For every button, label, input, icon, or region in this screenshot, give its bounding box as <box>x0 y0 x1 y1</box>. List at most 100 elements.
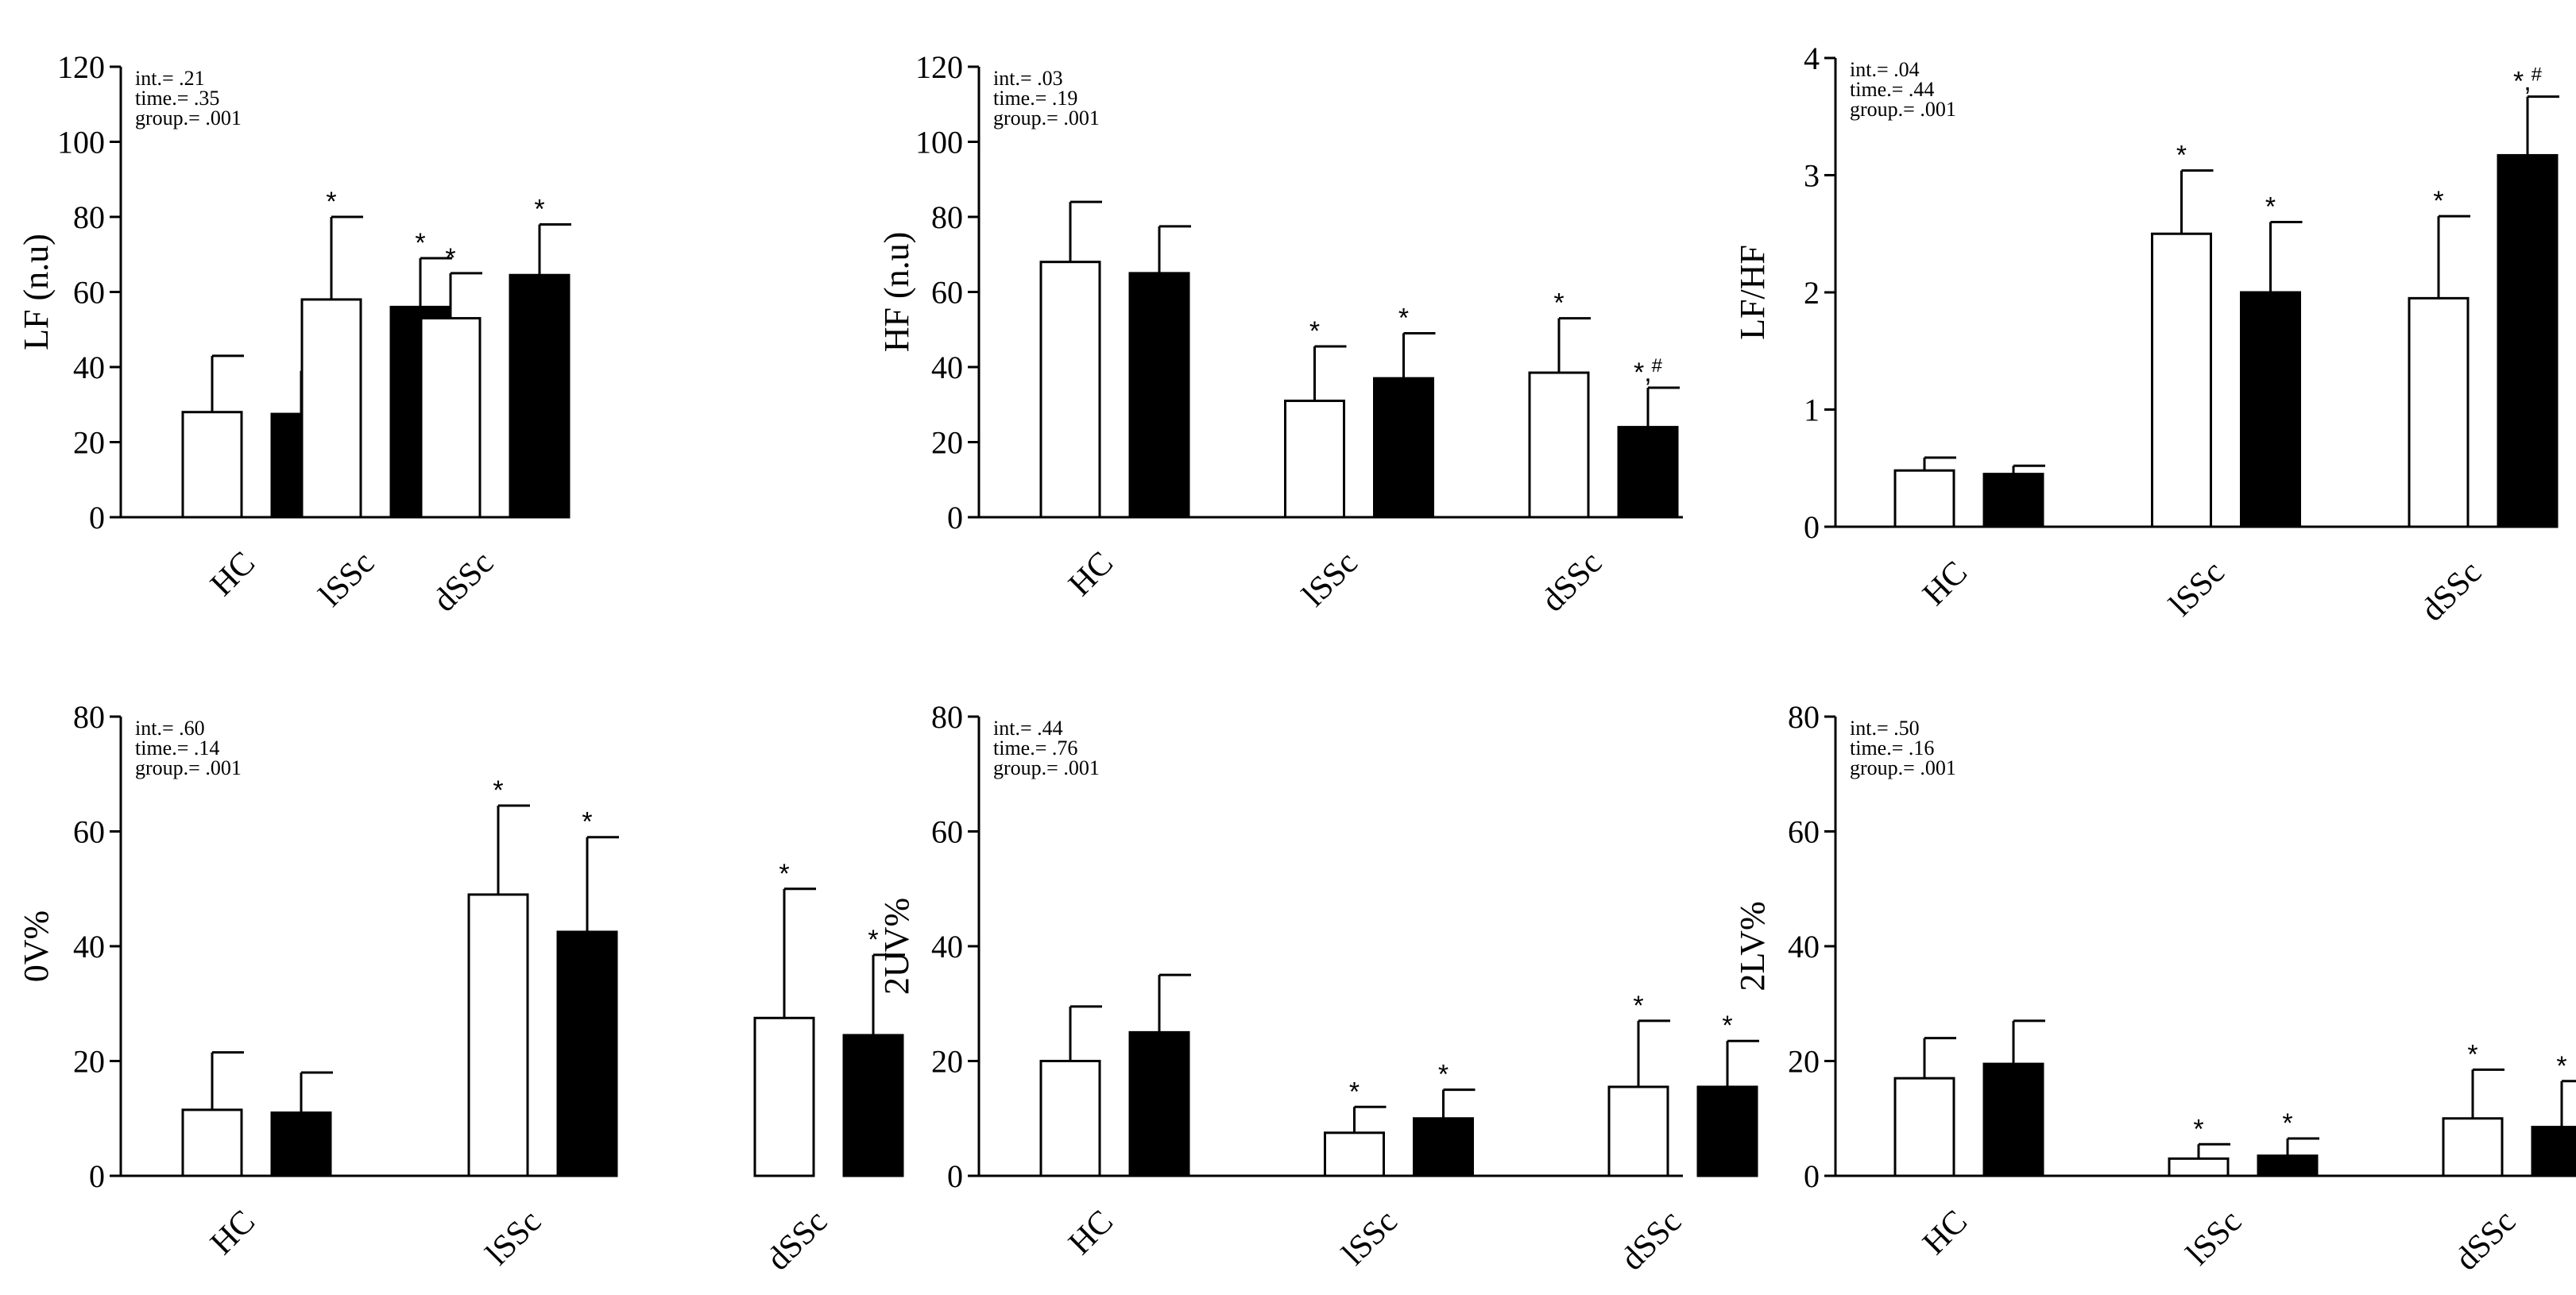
significance-marker: * <box>2265 192 2276 222</box>
bar <box>2257 1154 2319 1177</box>
y-tick-label: 60 <box>1788 814 1820 850</box>
stats-text: int.= .50 <box>1850 717 1920 740</box>
stats-text: int.= .03 <box>993 67 1063 90</box>
category-label: lSSc <box>2180 1204 2249 1273</box>
y-tick-label: 0 <box>947 500 963 535</box>
category-label: HC <box>1062 1204 1120 1262</box>
category-label: dSSc <box>426 545 501 620</box>
bar <box>2442 1117 2504 1177</box>
bar <box>1617 426 1679 519</box>
y-tick-label: 80 <box>931 199 963 235</box>
bar <box>1128 1030 1190 1177</box>
y-tick-label: 3 <box>1804 158 1820 194</box>
bar <box>181 1108 243 1177</box>
bar <box>509 273 571 519</box>
bar <box>1607 1085 1669 1177</box>
category-label: lSSc <box>1336 1204 1405 1273</box>
stats-text: int.= .04 <box>1850 58 1920 81</box>
bar <box>1982 1062 2044 1177</box>
stats-text: time.= .44 <box>1850 78 1934 101</box>
significance-marker: * <box>326 187 336 217</box>
y-tick-label: 0 <box>89 1158 105 1194</box>
bar <box>842 1034 904 1177</box>
bar <box>1373 377 1434 519</box>
significance-marker: * <box>415 228 425 258</box>
bar <box>1893 1077 1955 1177</box>
significance-marker: *,# <box>2513 64 2543 97</box>
y-tick-label: 80 <box>1788 699 1820 735</box>
y-tick-label: 20 <box>931 1044 963 1080</box>
significance-marker: * <box>445 243 455 273</box>
y-tick-label: 100 <box>915 125 963 160</box>
y-axis-label: 0V% <box>17 910 56 982</box>
y-tick-label: 120 <box>57 49 105 85</box>
y-tick-label: 0 <box>1804 509 1820 545</box>
y-tick-label: 100 <box>57 125 105 160</box>
category-label: lSSc <box>2163 555 2232 624</box>
significance-marker: * <box>2193 1114 2203 1144</box>
significance-marker: * <box>868 925 878 955</box>
bar <box>1413 1117 1474 1177</box>
stats-text: group.= .001 <box>1850 98 1956 121</box>
category-label: HC <box>1916 555 1975 613</box>
stats-text: int.= .21 <box>135 67 205 90</box>
y-tick-label: 80 <box>73 699 105 735</box>
bar <box>2168 1157 2230 1177</box>
category-label: dSSc <box>1534 545 1609 620</box>
stats-text: group.= .001 <box>135 756 242 779</box>
y-tick-label: 80 <box>931 699 963 735</box>
significance-marker: * <box>1722 1011 1732 1041</box>
category-label: HC <box>1062 545 1120 604</box>
y-axis-label: 2UV% <box>877 898 916 995</box>
stats-text: group.= .001 <box>135 106 242 130</box>
significance-marker: * <box>2467 1039 2477 1069</box>
bar <box>2240 291 2301 528</box>
y-tick-label: 0 <box>1804 1158 1820 1194</box>
y-tick-label: 40 <box>1788 929 1820 964</box>
stats-text: time.= .16 <box>1850 736 1934 760</box>
y-tick-label: 60 <box>931 814 963 850</box>
category-label: lSSc <box>479 1204 548 1273</box>
y-tick-label: 4 <box>1804 41 1820 76</box>
bar <box>467 893 529 1177</box>
significance-marker: * <box>1553 288 1564 319</box>
bar <box>1324 1131 1385 1177</box>
bar <box>1893 469 1955 528</box>
significance-marker: * <box>779 859 789 889</box>
category-label: HC <box>203 545 262 604</box>
y-tick-label: 60 <box>931 275 963 311</box>
y-tick-label: 0 <box>89 500 105 535</box>
significance-marker: *,# <box>1634 355 1663 388</box>
y-tick-label: 20 <box>73 425 105 461</box>
y-tick-label: 2 <box>1804 275 1820 311</box>
y-tick-label: 0 <box>947 1158 963 1194</box>
bar <box>556 930 618 1177</box>
bar <box>420 317 482 519</box>
y-tick-label: 40 <box>73 350 105 385</box>
bar <box>1284 400 1345 519</box>
y-tick-label: 120 <box>915 49 963 85</box>
significance-marker: * <box>534 194 544 224</box>
bar <box>2531 1126 2576 1177</box>
y-axis-label: LF/HF <box>1733 245 1772 340</box>
stats-text: group.= .001 <box>993 756 1100 779</box>
bar <box>2497 153 2559 528</box>
bar <box>1128 272 1190 519</box>
significance-marker: * <box>2433 186 2443 216</box>
bar <box>300 298 362 519</box>
y-tick-label: 40 <box>931 929 963 964</box>
category-label: HC <box>1916 1204 1975 1262</box>
significance-marker: * <box>1309 316 1320 346</box>
y-tick-label: 40 <box>73 929 105 964</box>
category-label: dSSc <box>1614 1204 1688 1278</box>
bar <box>1039 261 1101 519</box>
bar <box>2408 296 2470 528</box>
y-tick-label: 60 <box>73 275 105 311</box>
stats-text: group.= .001 <box>1850 756 1956 779</box>
category-label: lSSc <box>1296 545 1365 614</box>
category-label: dSSc <box>2414 555 2489 629</box>
significance-marker: * <box>1349 1077 1360 1107</box>
category-label: lSSc <box>312 545 381 614</box>
y-tick-label: 20 <box>931 425 963 461</box>
